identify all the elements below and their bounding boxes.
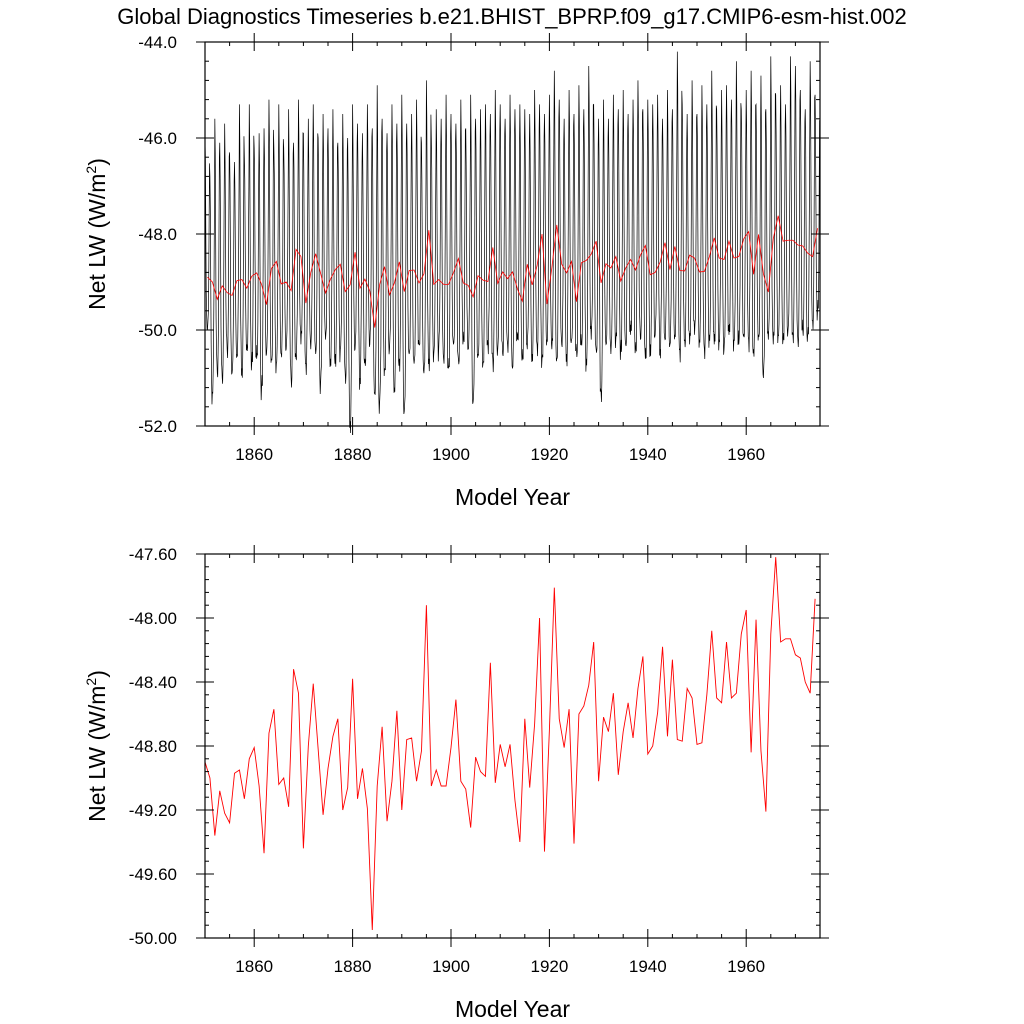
bottom-plot-frame <box>204 553 821 939</box>
bottom-x-tick-label: 1880 <box>334 957 372 976</box>
top-x-tick-label: 1860 <box>235 445 273 464</box>
bottom-y-tick-label: -50.00 <box>129 929 177 948</box>
bottom-annual-mean-line <box>204 557 816 931</box>
bottom-y-axis-title: Net LW (W/m2) <box>83 670 110 822</box>
bottom-y-tick-label: -47.60 <box>129 545 177 564</box>
bottom-x-tick-label: 1960 <box>727 957 765 976</box>
top-x-axis-title: Model Year <box>455 484 570 510</box>
bottom-y-tick-label: -48.40 <box>129 673 177 692</box>
bottom-x-tick-label: 1920 <box>530 957 568 976</box>
bottom-x-tick-label: 1940 <box>629 957 667 976</box>
top-monthly-series-line <box>204 51 820 434</box>
top-panel: 1860 1880 1900 1920 1940 1960 -44.0 -46.0 -48.0 -… <box>83 33 829 510</box>
top-y-tick-label: -52.0 <box>138 417 177 436</box>
top-y-axis-title: Net LW (W/m2) <box>83 158 110 310</box>
bottom-panel: 1860 1880 1900 1920 1940 1960 -47.60 -48.00 -48.… <box>83 545 829 1022</box>
bottom-y-tick-label: -48.80 <box>129 737 177 756</box>
top-y-tick-label: -48.0 <box>138 225 177 244</box>
top-x-tick-label: 1880 <box>334 445 372 464</box>
top-x-tick-label: 1920 <box>530 445 568 464</box>
bottom-y-tick-label: -48.00 <box>129 609 177 628</box>
bottom-x-tick-label: 1900 <box>432 957 470 976</box>
chart-title: Global Diagnostics Timeseries b.e21.BHIS… <box>117 4 907 29</box>
bottom-y-tick-label: -49.60 <box>129 865 177 884</box>
top-annual-mean-line <box>207 215 818 328</box>
top-x-tick-label: 1900 <box>432 445 470 464</box>
top-y-tick-label: -44.0 <box>138 33 177 52</box>
top-x-tick-label: 1960 <box>727 445 765 464</box>
top-y-tick-label: -50.0 <box>138 321 177 340</box>
top-y-tick-label: -46.0 <box>138 129 177 148</box>
bottom-x-axis-title: Model Year <box>455 996 570 1022</box>
bottom-y-tick-label: -49.20 <box>129 801 177 820</box>
bottom-x-tick-label: 1860 <box>235 957 273 976</box>
top-x-tick-label: 1940 <box>629 445 667 464</box>
